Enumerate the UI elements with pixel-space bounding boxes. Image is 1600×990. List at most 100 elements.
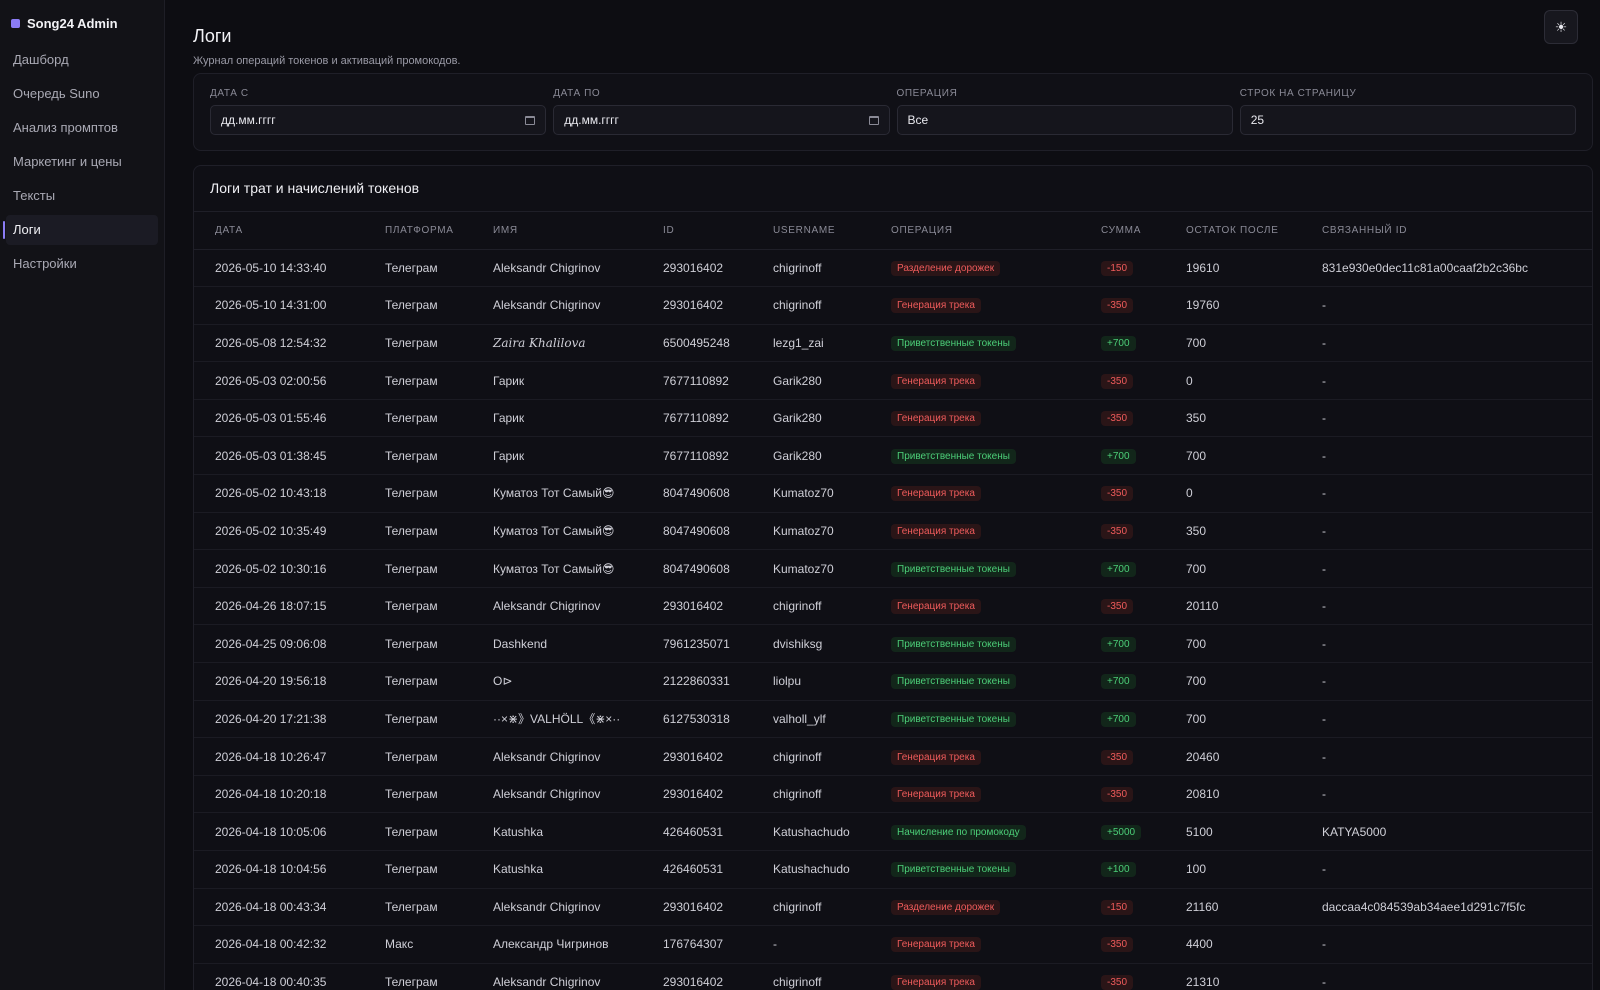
operation-select[interactable]: Все (896, 105, 1233, 135)
table-row[interactable]: 2026-05-02 10:35:49 Телеграм Куматоз Тот С… (194, 512, 1592, 551)
calendar-icon[interactable] (868, 115, 879, 125)
cell-username: Garik280 (752, 399, 870, 438)
filter-label: Строк на страницу (1239, 88, 1357, 99)
table-row[interactable]: 2026-04-18 10:05:06 Телеграм Katushka 42646… (194, 812, 1592, 851)
cell-name: Aleksandr Chigrinov (472, 737, 642, 776)
sidebar-item-suno-queue[interactable]: Очередь Suno (13, 86, 100, 101)
cell-balance: 21310 (1165, 963, 1301, 990)
cell-date: 2026-04-18 00:40:35 (194, 963, 364, 990)
cell-id: 176764307 (642, 925, 752, 964)
operation-badge: Генерация трека (891, 975, 981, 990)
table-row[interactable]: 2026-04-20 17:21:38 Телеграм ··×⋇》VALHÖLL《… (194, 700, 1592, 739)
cell-balance: 700 (1165, 549, 1301, 588)
table-row[interactable]: 2026-05-10 14:31:00 Телеграм Aleksandr Chi… (194, 286, 1592, 325)
sidebar-item-settings[interactable]: Настройки (13, 256, 77, 271)
amount-badge: +700 (1101, 561, 1136, 577)
cell-platform: Телеграм (364, 624, 472, 664)
cell-platform: Телеграм (364, 361, 472, 400)
cell-related: - (1301, 512, 1592, 551)
cell-id: 8047490608 (642, 549, 752, 588)
table-row[interactable]: 2026-05-03 01:38:45 Телеграм Гарик 76771108… (194, 436, 1592, 476)
cell-related: - (1301, 399, 1592, 438)
table-row[interactable]: 2026-04-18 00:42:32 Макс Александр Чигрино… (194, 925, 1592, 964)
date-from-input[interactable]: дд.мм.гггг (210, 105, 547, 135)
theme-toggle-button[interactable]: ☀ (1544, 10, 1578, 44)
operation-badge: Приветственные токены (891, 674, 1016, 690)
table-row[interactable]: 2026-05-02 10:30:16 Телеграм Куматоз Тот С… (194, 549, 1592, 588)
sidebar-item-dashboard[interactable]: Дашборд (13, 52, 69, 67)
amount-badge: +5000 (1101, 824, 1142, 840)
table-row[interactable]: 2026-05-03 02:00:56 Телеграм Гарик 76771108… (194, 361, 1592, 400)
cell-date: 2026-05-10 14:33:40 (194, 249, 364, 288)
sidebar-item-texts[interactable]: Тексты (13, 188, 56, 203)
sidebar-item-logs[interactable]: Логи (3, 215, 158, 245)
sidebar-item-prompt-analysis[interactable]: Анализ промптов (13, 120, 118, 135)
table-row[interactable]: 2026-05-08 12:54:32 Телеграм Zaira Khalilo… (194, 324, 1592, 363)
cell-related: - (1301, 624, 1592, 664)
table-row[interactable]: 2026-04-26 18:07:15 Телеграм Aleksandr Chi… (194, 587, 1592, 626)
cell-operation: Генерация трека (870, 963, 1080, 990)
calendar-icon[interactable] (525, 115, 536, 125)
cell-operation: Генерация трека (870, 474, 1080, 513)
cell-name: Aleksandr Chigrinov (472, 963, 642, 990)
cell-username: - (752, 925, 870, 964)
cell-date: 2026-05-02 10:30:16 (194, 549, 364, 588)
cell-balance: 20110 (1165, 587, 1301, 626)
cell-platform: Телеграм (364, 812, 472, 851)
amount-badge: +100 (1101, 862, 1136, 878)
operation-badge: Генерация трека (891, 599, 981, 615)
table-row[interactable]: 2026-04-18 10:20:18 Телеграм Aleksandr Chi… (194, 775, 1592, 814)
table-row[interactable]: 2026-05-02 10:43:18 Телеграм Куматоз Тот С… (194, 474, 1592, 513)
cell-platform: Телеграм (364, 549, 472, 588)
cell-balance: 100 (1165, 850, 1301, 889)
table-row[interactable]: 2026-04-25 09:06:08 Телеграм Dashkend 79612… (194, 624, 1592, 664)
cell-related: - (1301, 775, 1592, 814)
cell-operation: Приветственные токены (870, 324, 1080, 363)
date-to-input[interactable]: дд.мм.гггг (553, 105, 890, 135)
cell-platform: Макс (364, 925, 472, 964)
cell-balance: 700 (1165, 662, 1301, 701)
cell-operation: Приветственные токены (870, 700, 1080, 739)
cell-date: 2026-05-03 02:00:56 (194, 361, 364, 400)
cell-username: Katushachudo (752, 812, 870, 851)
cell-amount: -350 (1080, 474, 1165, 513)
table-row[interactable]: 2026-04-20 19:56:18 Телеграм O⊳ 2122860331 l… (194, 662, 1592, 701)
cell-related: - (1301, 925, 1592, 964)
cell-operation: Приветственные токены (870, 850, 1080, 889)
cell-date: 2026-05-02 10:35:49 (194, 512, 364, 551)
cell-name: Aleksandr Chigrinov (472, 286, 642, 325)
filter-date-from: Дата с дд.мм.гггг (210, 88, 547, 150)
cell-username: chigrinoff (752, 888, 870, 927)
filter-label: Операция (896, 88, 958, 99)
cell-operation: Приветственные токены (870, 549, 1080, 588)
table-row[interactable]: 2026-04-18 10:26:47 Телеграм Aleksandr Chi… (194, 737, 1592, 776)
cell-id: 7677110892 (642, 399, 752, 438)
table-row[interactable]: 2026-04-18 10:04:56 Телеграм Katushka 42646… (194, 850, 1592, 889)
cell-username: chigrinoff (752, 249, 870, 288)
cell-related: - (1301, 737, 1592, 776)
table-row[interactable]: 2026-04-18 00:43:34 Телеграм Aleksandr Chi… (194, 888, 1592, 927)
amount-badge: -150 (1101, 260, 1134, 276)
column-header: Платформа (364, 212, 472, 250)
cell-related: - (1301, 850, 1592, 889)
cell-id: 426460531 (642, 850, 752, 889)
cell-balance: 350 (1165, 512, 1301, 551)
table-row[interactable]: 2026-04-18 00:40:35 Телеграм Aleksandr Chi… (194, 963, 1592, 990)
table-row[interactable]: 2026-05-10 14:33:40 Телеграм Aleksandr Chi… (194, 249, 1592, 288)
column-header: Username (752, 212, 870, 250)
sun-icon: ☀ (1554, 18, 1568, 35)
rows-per-page-input[interactable]: 25 (1239, 105, 1576, 135)
filter-label: Дата с (210, 88, 249, 99)
table-row[interactable]: 2026-05-03 01:55:46 Телеграм Гарик 76771108… (194, 399, 1592, 438)
cell-related: - (1301, 474, 1592, 513)
sidebar-item-marketing[interactable]: Маркетинг и цены (13, 154, 122, 169)
column-header: Имя (472, 212, 642, 250)
cell-related: - (1301, 963, 1592, 990)
cell-platform: Телеграм (364, 888, 472, 927)
brand-logo-icon (11, 19, 20, 28)
operation-badge: Генерация трека (891, 373, 981, 389)
cell-date: 2026-05-03 01:38:45 (194, 436, 364, 476)
page-title: Логи (193, 26, 232, 46)
cell-amount: -350 (1080, 775, 1165, 814)
cell-related: - (1301, 286, 1592, 325)
